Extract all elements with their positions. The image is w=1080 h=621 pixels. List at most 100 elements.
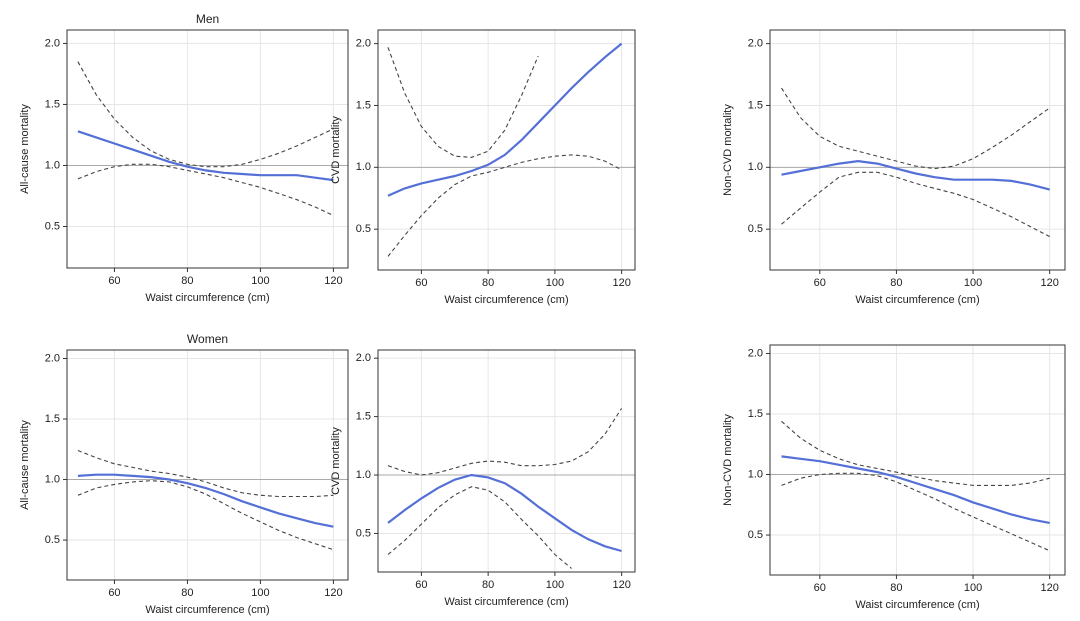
ci-line — [77, 449, 334, 498]
y-tick-label: 2.0 — [45, 37, 60, 49]
y-axis-label: All-cause mortality — [19, 104, 31, 194]
y-tick-label: 0.5 — [356, 223, 371, 235]
estimate-line — [77, 473, 334, 528]
y-tick-label: 2.0 — [748, 38, 763, 50]
x-tick-label: 60 — [415, 579, 427, 591]
y-tick-label: 1.5 — [45, 413, 60, 425]
ci-line — [387, 47, 539, 158]
plot-frame — [377, 29, 636, 271]
y-axis-label: CVD mortality — [330, 116, 342, 184]
lines — [781, 87, 1051, 238]
ci-line — [781, 87, 1051, 170]
plot-frame — [769, 29, 1066, 271]
plot-area — [67, 30, 348, 268]
panel: 60 80 100 120 0.5 1.0 1.5 2.0 Waist circumferenc… — [330, 29, 636, 306]
estimate-line — [781, 159, 1050, 191]
x-tick-label: 100 — [964, 582, 982, 594]
lines — [77, 61, 334, 216]
panel: 60 80 100 120 0.5 1.0 1.5 2.0 Men Waist circumfer… — [19, 12, 349, 304]
y-tick-label: 1.5 — [748, 408, 763, 420]
y-tick-label: 0.5 — [356, 527, 371, 539]
ci-line — [781, 420, 1050, 486]
panel: 60 80 100 120 0.5 1.0 1.5 2.0 Waist circumferenc… — [722, 344, 1066, 611]
y-tick-label: 1.0 — [748, 161, 763, 173]
plot-frame — [377, 349, 636, 573]
plot-frame — [66, 29, 349, 269]
ci-line — [77, 163, 334, 216]
x-tick-label: 120 — [612, 277, 630, 289]
ci-line — [77, 61, 334, 168]
x-tick-label: 120 — [324, 275, 342, 287]
x-axis-label: Waist circumference (cm) — [855, 599, 979, 611]
ci-line — [387, 486, 572, 569]
plot-area — [770, 345, 1065, 575]
chart-title: Men — [196, 12, 219, 26]
x-tick-label: 60 — [415, 277, 427, 289]
x-tick-label: 100 — [964, 277, 982, 289]
y-tick-label: 0.5 — [45, 534, 60, 546]
plot-area — [67, 350, 348, 580]
x-tick-label: 80 — [482, 579, 494, 591]
panel: 60 80 100 120 0.5 1.0 1.5 2.0 Women Waist circumf… — [19, 332, 349, 616]
x-tick-label: 120 — [324, 587, 342, 599]
y-tick-label: 0.5 — [45, 220, 60, 232]
panel: 60 80 100 120 0.5 1.0 1.5 2.0 Waist circumferenc… — [722, 29, 1066, 306]
x-tick-label: 80 — [482, 277, 494, 289]
estimate-line — [387, 473, 622, 553]
y-tick-label: 0.5 — [748, 529, 763, 541]
plot-area — [770, 30, 1065, 270]
x-tick-label: 100 — [546, 579, 564, 591]
y-tick-label: 2.0 — [748, 347, 763, 359]
panel: 60 80 100 120 0.5 1.0 1.5 2.0 Waist circumferenc… — [330, 349, 636, 608]
x-tick-label: 100 — [251, 587, 269, 599]
y-tick-label: 1.0 — [356, 161, 371, 173]
lines — [77, 449, 334, 551]
x-axis-label: Waist circumference (cm) — [145, 604, 269, 616]
ci-line — [77, 480, 334, 551]
x-tick-label: 100 — [251, 275, 269, 287]
y-tick-label: 1.5 — [356, 411, 371, 423]
x-tick-label: 80 — [890, 582, 902, 594]
plot-area — [378, 350, 635, 572]
lines — [387, 42, 623, 257]
y-tick-label: 2.0 — [45, 352, 60, 364]
chart-title: Women — [187, 332, 228, 346]
x-tick-label: 100 — [546, 277, 564, 289]
x-tick-label: 120 — [1040, 277, 1058, 289]
x-axis-label: Waist circumference (cm) — [855, 294, 979, 306]
y-axis-label: Non-CVD mortality — [722, 104, 734, 196]
ci-line — [387, 408, 623, 476]
x-tick-label: 60 — [108, 587, 120, 599]
y-axis-label: All-cause mortality — [19, 420, 31, 510]
x-axis-label: Waist circumference (cm) — [444, 294, 568, 306]
x-tick-label: 60 — [108, 275, 120, 287]
x-tick-label: 120 — [1040, 582, 1058, 594]
y-tick-label: 1.5 — [45, 98, 60, 110]
y-tick-label: 2.0 — [356, 38, 371, 50]
x-tick-label: 80 — [181, 587, 193, 599]
lines — [781, 420, 1050, 552]
x-tick-label: 80 — [890, 277, 902, 289]
y-axis-label: Non-CVD mortality — [722, 414, 734, 506]
x-axis-label: Waist circumference (cm) — [444, 596, 568, 608]
y-tick-label: 1.5 — [356, 99, 371, 111]
y-tick-label: 1.5 — [748, 99, 763, 111]
y-tick-label: 1.0 — [45, 159, 60, 171]
x-tick-label: 80 — [181, 275, 193, 287]
y-tick-label: 1.0 — [356, 469, 371, 481]
x-tick-label: 60 — [814, 582, 826, 594]
x-axis-label: Waist circumference (cm) — [145, 292, 269, 304]
estimate-line — [781, 455, 1050, 524]
y-tick-label: 1.0 — [45, 473, 60, 485]
lines — [387, 408, 623, 569]
y-tick-label: 1.0 — [748, 468, 763, 480]
estimate-line — [77, 130, 334, 182]
estimate-line — [387, 42, 623, 197]
y-tick-label: 0.5 — [748, 223, 763, 235]
y-tick-label: 2.0 — [356, 352, 371, 364]
ci-line — [781, 171, 1050, 238]
plot-frame — [66, 349, 349, 581]
plot-frame — [769, 344, 1066, 576]
x-tick-label: 60 — [814, 277, 826, 289]
